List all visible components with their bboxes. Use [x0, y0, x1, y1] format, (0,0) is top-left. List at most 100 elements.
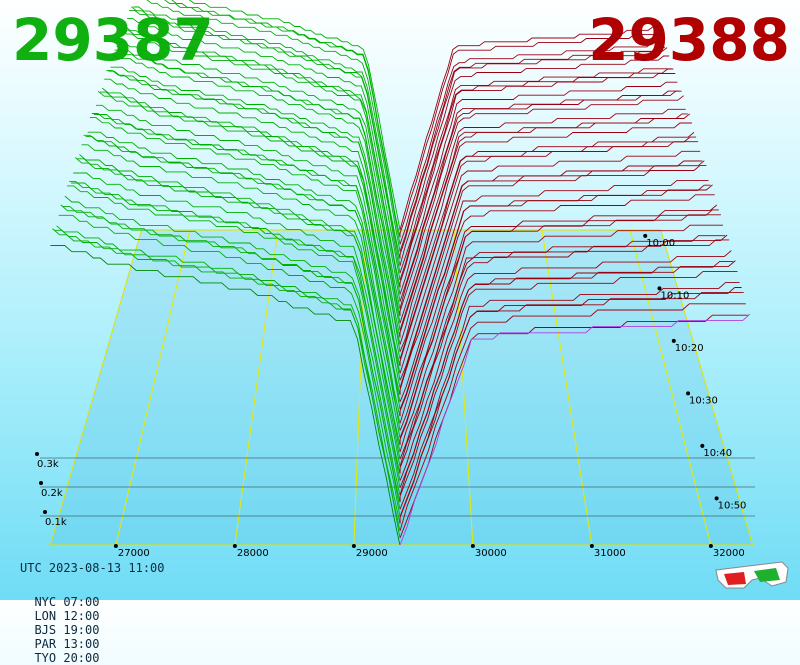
ask-depth-line [399, 122, 692, 345]
ask-depth-line [399, 55, 670, 266]
bid-depth-line [106, 69, 401, 352]
ask-depth-line [399, 81, 678, 295]
bid-depth-line [75, 157, 401, 460]
depth-tick-label: 0.3k [37, 459, 59, 470]
time-tick-label: 10:20 [675, 343, 704, 354]
ask-depth-line [399, 150, 701, 374]
ask-depth-line [399, 303, 746, 531]
ask-depth-line [399, 47, 668, 259]
bid-depth-line [114, 49, 401, 324]
ask-depth-line [399, 224, 723, 453]
time-tick-label: 10:10 [661, 290, 690, 301]
bid-depth-line [52, 228, 401, 538]
x-tick-label: 29000 [356, 548, 388, 559]
bid-depth-line [118, 41, 401, 309]
x-tick-label: 27000 [118, 548, 150, 559]
bid-depth-line [104, 78, 401, 359]
bid-depth-line [101, 87, 401, 367]
ask-depth-line [399, 108, 686, 324]
ask-depth-line [399, 214, 721, 445]
bid-depth-line [110, 66, 401, 338]
time-tick-marker [671, 338, 676, 343]
price-tick-marker [232, 544, 237, 548]
timezone-tyo: TYO 20:00 [34, 651, 100, 665]
price-grid-line [115, 229, 191, 546]
ask-depth-line [399, 136, 697, 360]
ask-depth-line [399, 34, 661, 238]
bid-depth-line [146, 0, 401, 252]
price-grid-line [453, 229, 474, 546]
ask-depth-line [399, 313, 751, 546]
time-tick-marker [700, 443, 705, 448]
bid-depth-line [81, 144, 401, 438]
price-grid-line [629, 229, 712, 546]
bid-depth-line [77, 158, 401, 452]
depth-chart: 27000 28000 29000 30000 31000 32000 0.1k 0.2k 0.… [35, 0, 755, 559]
ask-depth-line [399, 132, 695, 352]
ask-depth-line [399, 314, 748, 538]
ask-depth-line [399, 239, 730, 474]
bid-depth-line [165, 0, 401, 238]
depth-tick-marker [35, 452, 39, 456]
chart-labels: 27000 28000 29000 30000 31000 32000 0.1k 0.2k 0.… [35, 233, 747, 559]
ask-depth-line [399, 113, 691, 338]
ask-depth-line [399, 95, 684, 316]
x-tick-label: 31000 [594, 548, 626, 559]
depth-tick-marker [43, 510, 47, 514]
time-tick-label: 10:00 [646, 238, 675, 249]
bid-depth-line [100, 91, 401, 374]
bid-depth-line [97, 90, 401, 381]
chart-floor [40, 229, 755, 546]
bid-depth-line [69, 181, 401, 481]
bid-depth-line [183, 0, 401, 231]
bid-depth-line [56, 225, 401, 524]
ask-depth-line [399, 179, 709, 402]
bid-depth-line [122, 29, 401, 295]
time-tick-label: 10:50 [718, 500, 747, 511]
bid-depth-line [91, 113, 401, 402]
depth-tick-label: 0.2k [41, 488, 63, 499]
ask-depth-line [399, 292, 744, 524]
ask-depth-line [399, 209, 719, 438]
x-tick-label: 28000 [237, 548, 269, 559]
timezone-par: PAR 13:00 [34, 637, 100, 651]
bid-depth-line [83, 134, 401, 431]
time-tick-marker [657, 286, 662, 291]
bid-depth-line [112, 53, 401, 331]
ask-depth-line [399, 260, 736, 496]
bid-depth-line [133, 6, 401, 259]
ask-depth-line [399, 270, 738, 502]
bid-depth-line [73, 172, 401, 467]
floor-plane [49, 229, 754, 546]
bid-depth-lines [50, 0, 401, 546]
price-tick-marker [708, 544, 713, 548]
price-tick-marker [351, 544, 356, 548]
price-grid-line [541, 229, 593, 546]
bid-depth-line [50, 245, 401, 546]
ask-depth-line [399, 46, 665, 252]
ask-depth-line [399, 73, 676, 288]
bid-depth-line [58, 214, 401, 517]
bid-depth-line [60, 204, 401, 510]
price-tick-marker [470, 544, 475, 548]
ask-depth-line [399, 164, 707, 395]
ask-price: 29388 [588, 6, 790, 74]
time-tick-marker [686, 391, 691, 396]
x-tick-label: 30000 [475, 548, 507, 559]
time-tick-label: 10:40 [703, 448, 732, 459]
timezone-list: NYC 07:00 LON 12:00 BJS 19:00 PAR 13:00 … [20, 581, 123, 665]
time-tick-marker [714, 496, 719, 501]
ask-depth-line [399, 194, 715, 424]
ask-depth-line [399, 204, 718, 431]
price-grid-line [234, 229, 279, 546]
utc-time: UTC 2023-08-13 11:00 [20, 561, 165, 575]
timezone-bjs: BJS 19:00 [34, 623, 100, 637]
ask-depth-line [399, 141, 699, 366]
3d-glasses-icon[interactable] [712, 560, 792, 590]
ask-depth-line [399, 234, 728, 467]
timezone-lon: LON 12:00 [34, 609, 100, 623]
ask-depth-line [399, 90, 682, 309]
ask-depth-line [399, 42, 663, 245]
time-tick-label: 10:30 [689, 395, 718, 406]
bid-depth-line [93, 114, 401, 395]
